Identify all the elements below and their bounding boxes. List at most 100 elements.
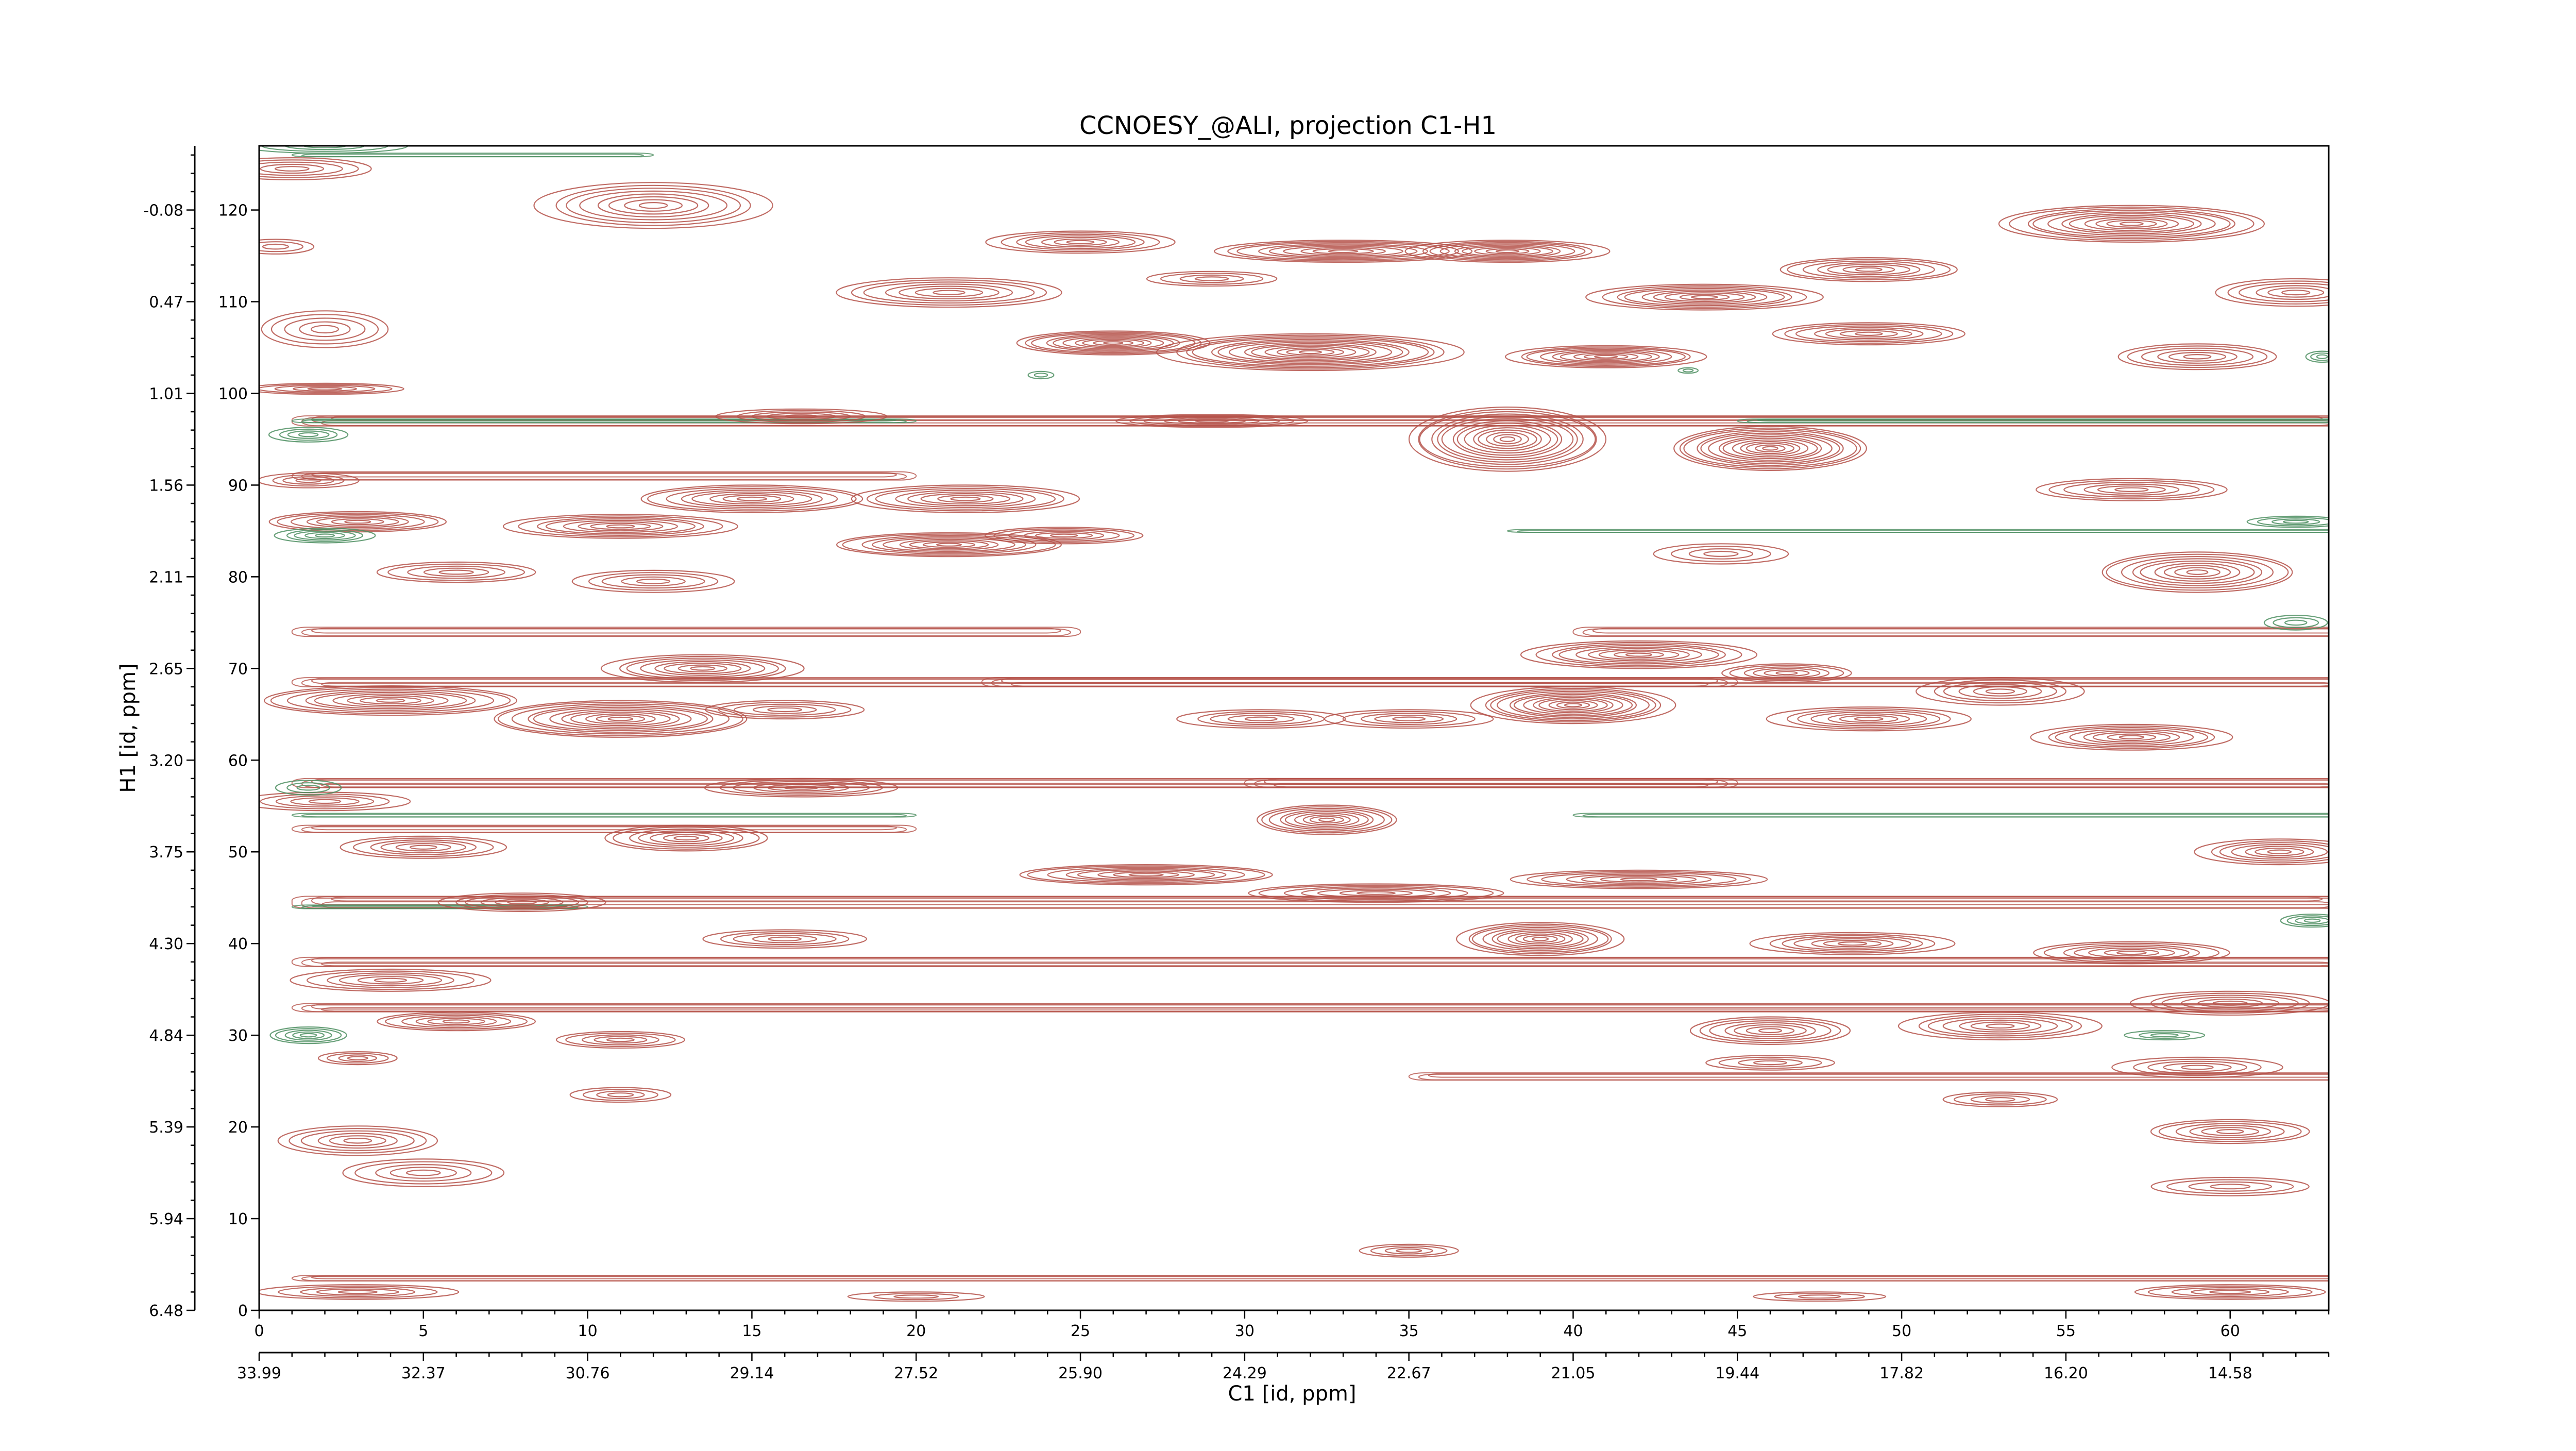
positive-contour-level	[1093, 340, 1133, 346]
y-index-tick-label: 40	[228, 935, 248, 953]
positive-contour-level	[1573, 352, 1639, 361]
positive-contour-level	[375, 1164, 472, 1182]
negative-peak-11	[2124, 1030, 2206, 1041]
positive-contour-level	[1485, 687, 1662, 723]
negative-contour-level	[1027, 370, 1055, 380]
positive-contour-level	[1431, 413, 1584, 465]
positive-peak-30	[571, 569, 735, 593]
positive-contour-level	[528, 705, 714, 733]
positive-contour-level	[1493, 434, 1522, 445]
positive-contour-level	[767, 784, 835, 791]
positive-contour-level	[1670, 546, 1771, 562]
positive-contour-level	[314, 691, 467, 710]
positive-contour-level	[2009, 206, 2255, 241]
positive-contour-level	[590, 522, 651, 530]
positive-contour-level	[2147, 1285, 2313, 1298]
positive-contour-level	[1600, 876, 1678, 883]
positive-contour-level	[259, 791, 411, 812]
x-ppm-tick-label: 33.99	[237, 1364, 281, 1382]
positive-ridge-level	[1011, 682, 2329, 687]
negative-contour-level	[286, 782, 330, 794]
positive-contour-level	[626, 657, 779, 680]
positive-contour-level	[1194, 419, 1229, 423]
positive-contour-level	[387, 563, 525, 581]
positive-contour-level	[1758, 1028, 1783, 1034]
positive-contour-level	[2048, 480, 2215, 500]
positive-contour-level	[647, 486, 857, 512]
positive-contour-level	[1564, 703, 1583, 707]
positive-contour-level	[578, 521, 664, 532]
positive-peak-55	[437, 892, 606, 912]
positive-contour-level	[338, 974, 443, 987]
positive-contour-level	[2095, 218, 2168, 230]
positive-contour-level	[1839, 330, 1898, 338]
positive-contour-level	[1065, 868, 1227, 882]
positive-contour-level	[1653, 291, 1756, 303]
negative-contour-level	[296, 784, 320, 791]
positive-contour-level	[751, 411, 851, 421]
y-index-tick-label: 60	[228, 752, 248, 770]
negative-contour-level	[268, 427, 349, 443]
positive-contour-level	[663, 834, 709, 842]
positive-peak-15	[1585, 283, 1824, 311]
positive-contour-level	[581, 1034, 659, 1045]
negative-contour-level	[2280, 914, 2329, 928]
negative-ridge-level	[301, 419, 907, 424]
positive-contour-level	[274, 385, 376, 393]
positive-contour-level	[395, 843, 451, 852]
positive-contour-level	[1482, 926, 1598, 951]
y-ppm-tick-label: 1.01	[149, 385, 183, 403]
positive-contour-level	[1718, 436, 1822, 461]
positive-contour-level	[1842, 265, 1895, 274]
positive-contour-level	[1077, 869, 1215, 881]
positive-contour-level	[1985, 688, 2015, 695]
positive-contour-level	[847, 1291, 985, 1302]
positive-contour-level	[1495, 249, 1520, 254]
positive-ridge-8	[1244, 778, 2329, 788]
positive-peak-62	[555, 1031, 685, 1049]
positive-contour-level	[1473, 427, 1542, 451]
positive-ridge-5	[291, 627, 1081, 637]
positive-ridge-level	[331, 416, 2323, 420]
positive-contour-level	[2111, 1056, 2283, 1078]
positive-contour-level	[2069, 729, 2194, 746]
positive-contour-level	[1814, 327, 1924, 341]
positive-contour-level	[2197, 999, 2263, 1008]
positive-contour-level	[1302, 814, 1351, 825]
positive-contour-level	[585, 713, 656, 724]
positive-contour-level	[2083, 730, 2180, 745]
positive-contour-level	[1478, 429, 1537, 449]
y-index-tick-label: 70	[228, 660, 248, 678]
x-ppm-tick-label: 29.14	[730, 1364, 774, 1382]
negative-contour-level	[292, 1031, 325, 1039]
x-index-tick-label: 10	[578, 1322, 598, 1340]
positive-contour-level	[1066, 240, 1095, 245]
positive-contour-level	[2211, 840, 2329, 864]
positive-contour-level	[718, 702, 852, 718]
positive-contour-level	[1540, 348, 1672, 365]
positive-ridge-4	[981, 677, 2329, 687]
positive-contour-level	[1408, 407, 1607, 472]
positive-contour-level	[1526, 347, 1686, 366]
negative-contour-level	[304, 532, 345, 539]
positive-contour-level	[1454, 244, 1561, 258]
positive-contour-level	[1328, 249, 1359, 254]
positive-ridge-level	[311, 957, 2329, 964]
positive-contour-level	[2191, 1288, 2270, 1296]
positive-contour-level	[1497, 930, 1584, 948]
positive-contour-level	[1422, 241, 1593, 262]
positive-contour-level	[343, 1138, 372, 1144]
positive-contour-level	[1062, 336, 1164, 350]
positive-contour-level	[872, 536, 1026, 553]
negative-contour-level	[2303, 918, 2321, 923]
positive-contour-level	[259, 473, 360, 488]
positive-contour-level	[1734, 1024, 1807, 1037]
positive-contour-level	[259, 382, 404, 395]
negative-contour-level	[294, 530, 356, 541]
y-ppm-tick-label: 3.20	[149, 752, 183, 770]
positive-contour-level	[1795, 325, 1942, 343]
positive-peak-0	[259, 157, 372, 180]
negative-contour-level	[2310, 352, 2329, 361]
positive-contour-level	[784, 785, 819, 790]
negative-contour-level	[2284, 619, 2308, 626]
